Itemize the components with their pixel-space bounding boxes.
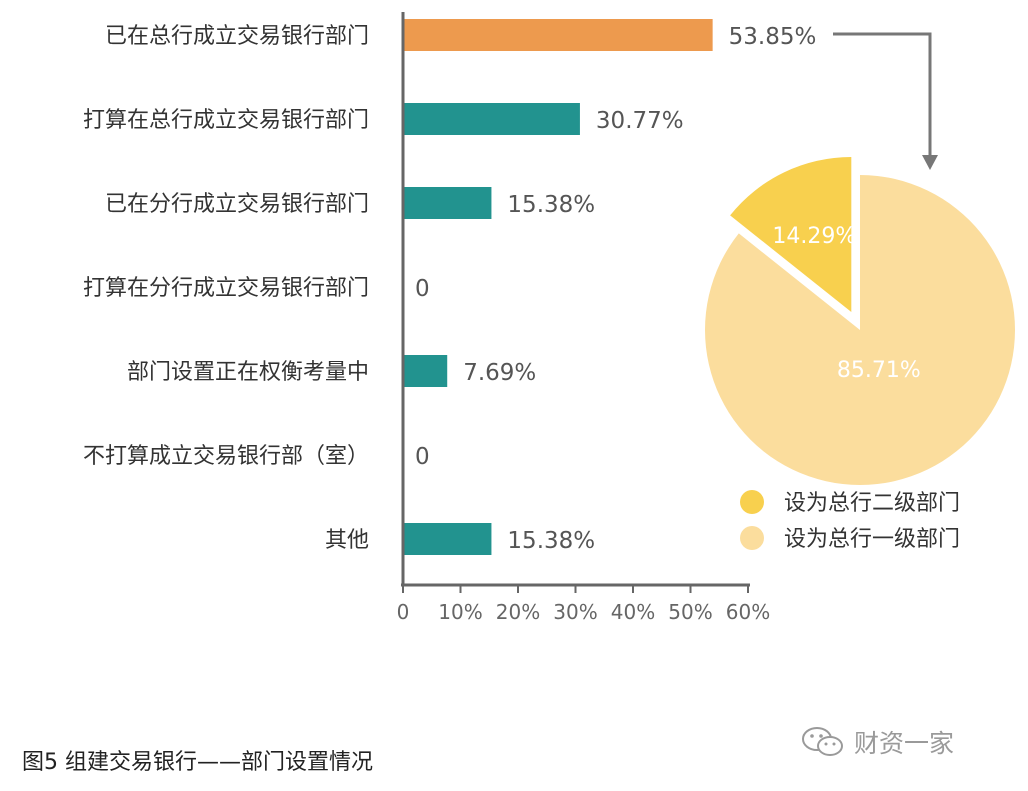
category-label: 已在总行成立交易银行部门: [105, 24, 369, 49]
bar-value-label: 15.38%: [507, 528, 595, 554]
x-tick-label: 10%: [438, 600, 482, 624]
category-label: 打算在总行成立交易银行部门: [83, 108, 369, 133]
bar-value-label: 30.77%: [596, 108, 684, 134]
bar: [403, 103, 580, 135]
bar-value-label: 0: [415, 276, 430, 302]
category-label: 不打算成立交易银行部（室）: [83, 444, 369, 469]
figure-caption: 图5 组建交易银行——部门设置情况: [22, 750, 373, 775]
bar: [403, 523, 492, 555]
legend-swatch: [740, 490, 764, 514]
pie-slice: [704, 175, 1015, 485]
x-tick-label: 50%: [668, 600, 712, 624]
connector-line: [833, 32, 932, 155]
bar-value-label: 53.85%: [729, 24, 817, 50]
bar-value-label: 7.69%: [463, 360, 536, 386]
pie-slice-label: 85.71%: [837, 358, 921, 383]
watermark: 财资一家: [800, 722, 1000, 762]
pie-slice: [730, 156, 852, 312]
watermark-text: 财资一家: [854, 729, 955, 758]
pie-slice-label: 14.29%: [772, 224, 856, 249]
legend-label: 设为总行二级部门: [784, 491, 960, 516]
wechat-icon: [802, 727, 843, 756]
bar: [403, 187, 492, 219]
x-tick-label: 60%: [726, 600, 770, 624]
bar-value-label: 0: [415, 444, 430, 470]
category-label: 打算在分行成立交易银行部门: [83, 276, 369, 301]
x-tick-label: 20%: [496, 600, 540, 624]
category-label: 已在分行成立交易银行部门: [105, 192, 369, 217]
connector-arrowhead: [922, 155, 938, 170]
bar: [403, 19, 713, 51]
bar-value-label: 15.38%: [507, 192, 595, 218]
x-tick-label: 0: [397, 600, 410, 624]
legend-label: 设为总行一级部门: [784, 527, 960, 552]
bar: [403, 355, 448, 387]
legend-swatch: [740, 526, 764, 550]
x-tick-label: 40%: [611, 600, 655, 624]
category-label: 部门设置正在权衡考量中: [127, 360, 369, 385]
x-tick-label: 30%: [553, 600, 597, 624]
category-label: 其他: [325, 528, 369, 553]
